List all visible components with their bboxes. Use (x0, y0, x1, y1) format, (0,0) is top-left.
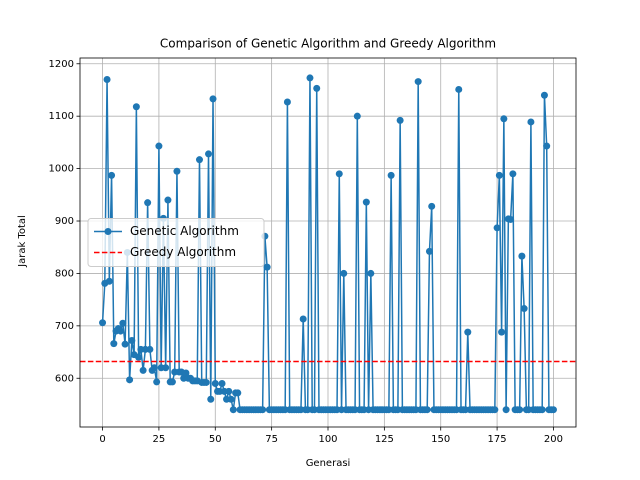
y-tick-label: 900 (55, 216, 74, 227)
data-point (498, 328, 506, 336)
x-tick-label: 75 (265, 434, 278, 445)
data-point (144, 199, 152, 207)
data-point (520, 305, 528, 313)
data-point (225, 387, 233, 395)
data-point (103, 75, 111, 83)
data-point (227, 395, 235, 403)
data-point (540, 91, 548, 99)
data-point (549, 406, 557, 414)
data-point (455, 85, 463, 93)
data-point (155, 142, 163, 150)
x-tick-label: 175 (488, 434, 507, 445)
x-tick-label: 0 (99, 434, 105, 445)
data-point (428, 202, 436, 210)
y-tick-label: 1100 (49, 111, 74, 122)
data-point (493, 224, 501, 232)
data-point (205, 150, 213, 158)
data-point (362, 198, 370, 206)
axes-frame (79, 57, 577, 428)
data-point (121, 340, 129, 348)
data-point (423, 406, 431, 414)
x-tick-label: 200 (544, 434, 563, 445)
data-point (306, 74, 314, 82)
data-point (313, 84, 321, 92)
data-point (173, 167, 181, 175)
data-point (353, 112, 361, 120)
x-tick-label: 125 (375, 434, 394, 445)
y-tick-label: 700 (55, 321, 74, 332)
data-point (218, 379, 226, 387)
data-point (132, 103, 140, 111)
data-point (500, 115, 508, 123)
data-point (538, 406, 546, 414)
data-point (211, 379, 219, 387)
data-point (128, 337, 136, 345)
data-point (207, 395, 215, 403)
data-point (153, 378, 161, 386)
data-point (146, 345, 154, 353)
x-tick-label: 100 (318, 434, 337, 445)
data-point (263, 263, 271, 271)
data-point (229, 406, 237, 414)
data-point (283, 98, 291, 106)
y-tick-label: 1000 (49, 164, 74, 175)
legend-label: Genetic Algorithm (130, 224, 239, 238)
data-point (464, 328, 472, 336)
data-point (168, 378, 176, 386)
x-tick-label: 50 (209, 434, 222, 445)
data-point (425, 247, 433, 255)
data-point (150, 364, 158, 372)
chart-title: Comparison of Genetic Algorithm and Gree… (160, 37, 496, 51)
x-tick-label: 25 (153, 434, 166, 445)
legend-marker (104, 228, 112, 235)
data-point (105, 277, 113, 285)
data-point (509, 170, 517, 178)
y-tick-label: 1200 (49, 59, 74, 70)
data-point (135, 353, 143, 361)
y-tick-label: 800 (55, 268, 74, 279)
data-point (182, 369, 190, 377)
data-point (162, 364, 170, 372)
data-point (202, 378, 210, 386)
data-point (414, 78, 422, 86)
data-point (507, 215, 515, 223)
x-axis-label: Generasi (306, 458, 351, 469)
data-point (209, 95, 217, 103)
data-point (299, 315, 307, 323)
y-axis-label: Jarak Total (17, 215, 28, 268)
legend-box (87, 218, 265, 267)
data-point (527, 118, 535, 126)
data-point (110, 340, 118, 348)
data-point (502, 406, 510, 414)
data-point (518, 252, 526, 260)
data-point (340, 269, 348, 277)
data-point (126, 376, 134, 384)
data-point (119, 319, 127, 327)
y-tick-label: 600 (55, 373, 74, 384)
data-point (117, 327, 125, 335)
data-point (234, 389, 242, 397)
data-point (543, 142, 551, 150)
legend-label: Greedy Algorithm (130, 245, 236, 259)
data-point (367, 269, 375, 277)
data-point (99, 319, 107, 327)
data-point (139, 366, 147, 374)
data-point (195, 156, 203, 164)
data-point (335, 170, 343, 178)
data-point (164, 196, 172, 204)
data-point (495, 171, 503, 179)
data-point (396, 116, 404, 124)
data-point (491, 406, 499, 414)
data-point (516, 406, 524, 414)
data-point (387, 171, 395, 179)
x-tick-label: 150 (431, 434, 450, 445)
data-point (108, 171, 116, 179)
data-point (259, 406, 267, 414)
